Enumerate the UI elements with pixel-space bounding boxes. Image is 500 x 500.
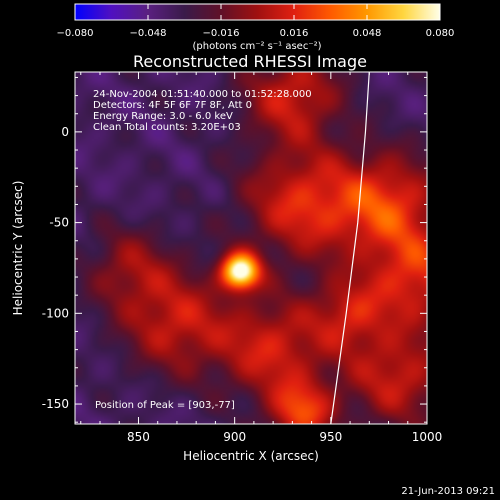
y-tick-label: -100 [42, 306, 69, 320]
y-tick-label: 0 [61, 125, 69, 139]
colorbar [74, 3, 441, 21]
x-tick-label: 900 [223, 430, 246, 444]
y-axis-label: Heliocentric Y (arcsec) [11, 181, 25, 316]
colorbar-tick-label: 0.080 [426, 28, 455, 39]
chart-title: Reconstructed RHESSI Image [133, 52, 367, 71]
x-tick-label: 950 [319, 430, 342, 444]
colorbar-unit-label: (photons cm⁻² s⁻¹ asec⁻²) [192, 41, 321, 52]
heatmap-canvas [75, 72, 427, 424]
solar-limb-curve [330, 72, 370, 424]
annotation-detectors: Detectors: 4F 5F 6F 7F 8F, Att 0 [93, 100, 252, 111]
y-tick-label: -150 [42, 397, 69, 411]
colorbar-ticks: −0.080 −0.048 −0.016 0.016 0.048 0.080 [56, 4, 454, 39]
x-axis-label: Heliocentric X (arcsec) [183, 449, 319, 463]
colorbar-tick-label: −0.016 [202, 28, 239, 39]
x-tick-label: 850 [127, 430, 150, 444]
annotation-energy-range: Energy Range: 3.0 - 6.0 keV [93, 111, 233, 122]
colorbar-tick-label: −0.048 [129, 28, 166, 39]
footer-date: 21-Jun-2013 09:21 [401, 486, 495, 497]
annotation-clean-counts: Clean Total counts: 3.20E+03 [93, 122, 241, 133]
colorbar-tick-label: −0.080 [56, 28, 93, 39]
colorbar-tick-label: 0.048 [353, 28, 382, 39]
plot-frame [74, 71, 428, 425]
annotation-time-range: 24-Nov-2004 01:51:40.000 to 01:52:28.000 [93, 89, 312, 100]
peak-position-label: Position of Peak = [903,-77] [95, 400, 235, 411]
plot-image [75, 72, 427, 424]
y-axis-ticks: 0 -50 -100 -150 [42, 76, 427, 423]
x-tick-label: 1000 [412, 430, 443, 444]
y-tick-label: -50 [49, 216, 69, 230]
colorbar-tick-label: 0.016 [280, 28, 309, 39]
x-axis-ticks: 850 900 950 1000 [80, 72, 443, 444]
